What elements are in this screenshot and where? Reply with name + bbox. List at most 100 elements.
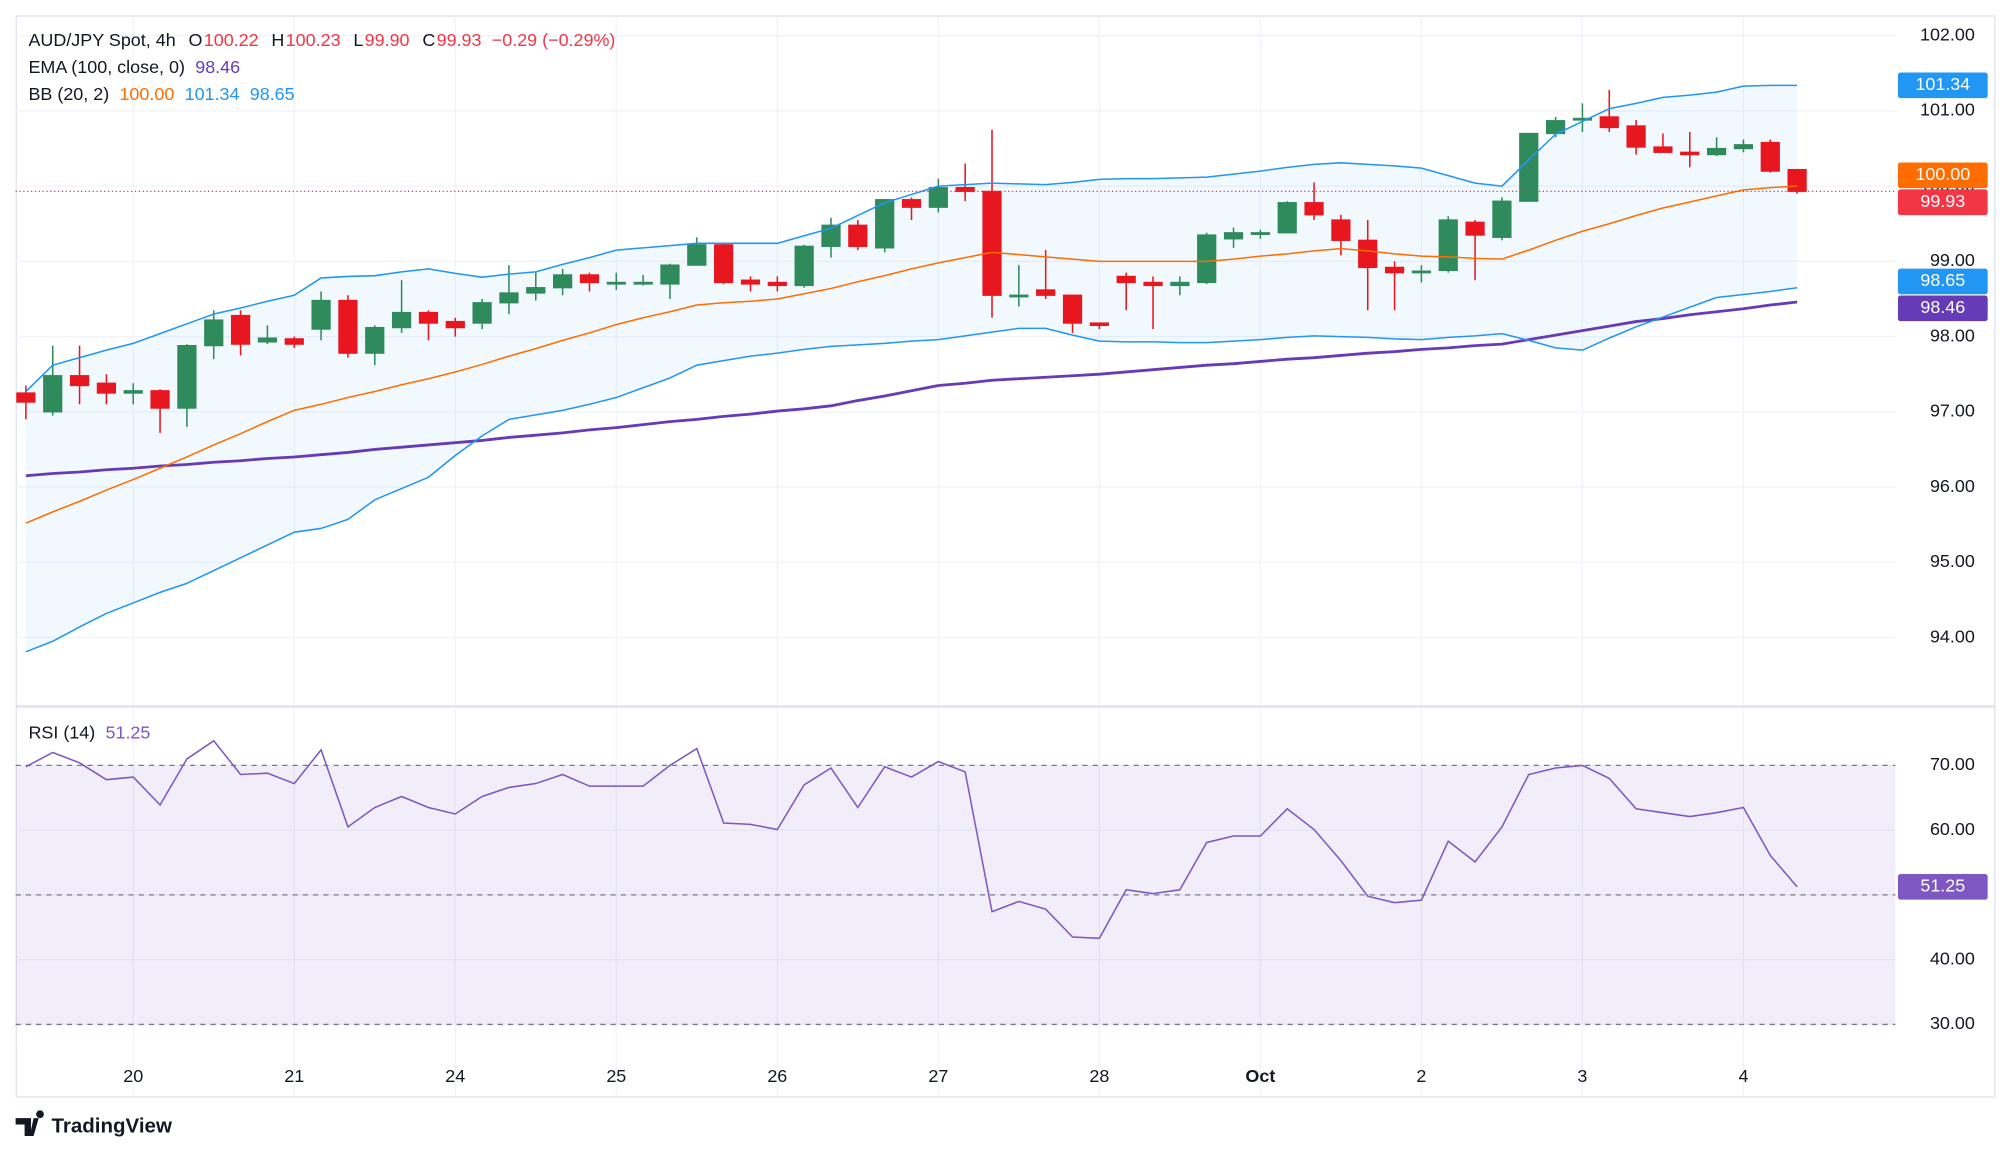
candle-body: [1036, 289, 1056, 296]
y-tick-label: 70.00: [1930, 754, 1975, 774]
candle-body: [204, 319, 224, 347]
price-tag: [1897, 189, 1988, 216]
candle-body: [1680, 151, 1700, 156]
candle-body: [96, 382, 117, 394]
candle-body: [553, 274, 573, 289]
candle-body: [1465, 221, 1485, 236]
y-tick-label: 30.00: [1930, 1013, 1975, 1033]
price-tag: [1897, 162, 1988, 189]
legend-item: 101.34: [185, 84, 240, 104]
candle-body: [1706, 147, 1727, 156]
x-tick-label: Oct: [1245, 1066, 1275, 1086]
candle-body: [43, 375, 63, 413]
candle-body: [928, 187, 948, 208]
legend: RSI (14) 51.25: [28, 722, 150, 742]
indicator-line: [25, 286, 1798, 653]
y-tick-label: 94.00: [1930, 626, 1975, 646]
candle-body: [1331, 219, 1351, 241]
legend-item: 51.25: [106, 722, 151, 742]
candle-body: [177, 344, 197, 409]
candle-body: [1170, 281, 1190, 287]
marks-layer: [16, 89, 1807, 433]
y-tick-label: 101.00: [1920, 100, 1975, 120]
y-tick-label: 95.00: [1930, 551, 1975, 571]
x-tick-label: 28: [1089, 1066, 1109, 1086]
y-tick-label: 99.00: [1930, 250, 1975, 270]
candle-body: [1787, 168, 1807, 193]
y-tick-label: 98.00: [1930, 325, 1975, 345]
candle-body: [1197, 234, 1217, 284]
candle-body: [687, 244, 707, 266]
candle-body: [365, 326, 385, 354]
price-tag: [1897, 295, 1988, 322]
candle-body: [1384, 266, 1405, 274]
x-tick-label: 25: [606, 1066, 626, 1086]
legend-item: L: [353, 30, 363, 50]
x-tick-label: 2: [1416, 1066, 1426, 1086]
candle-body: [714, 244, 734, 284]
price-tag: [1897, 72, 1988, 99]
candle-body: [1411, 270, 1432, 274]
logo-text: TradingView: [52, 1114, 172, 1137]
frame: [15, 15, 1996, 1098]
candle-body: [1304, 202, 1324, 216]
price-tag: [1897, 874, 1988, 900]
candle-body: [955, 187, 975, 193]
candle-body: [338, 299, 358, 354]
candle-body: [311, 299, 331, 330]
candle-body: [767, 281, 787, 287]
candle-body: [1062, 294, 1083, 324]
legend-item: H: [271, 30, 284, 50]
candle-body: [526, 287, 546, 294]
legend-item: AUD/JPY Spot, 4h: [28, 30, 175, 50]
price-tag-label: 51.25: [1920, 876, 1965, 896]
candle-body: [633, 281, 653, 285]
candle-body: [1653, 146, 1673, 153]
price-tag: [1897, 268, 1988, 295]
candle-body: [1438, 219, 1458, 272]
plot: 94.00 95.00 96.00 97.00 98.00 99.00 100.00 101.…: [15, 15, 1988, 1097]
candle-body: [150, 390, 170, 409]
legend-item: C: [422, 30, 435, 50]
candle-body: [1733, 144, 1754, 150]
candle-body: [499, 292, 519, 304]
tags-layer: 98.46 100.00 101.34 98.65 99.93 51.25: [1897, 72, 1988, 900]
x-tick-label: 21: [284, 1066, 304, 1086]
legend-item: 98.46: [195, 57, 240, 77]
legend: BB (20, 2) 100.00 101.34 98.65: [28, 84, 294, 104]
candle-body: [1599, 116, 1619, 129]
candle-body: [445, 320, 465, 329]
x-tick-label: 3: [1577, 1066, 1587, 1086]
y-tick-label: 60.00: [1930, 819, 1975, 839]
candle-body: [1760, 141, 1780, 172]
lines-layer: [15, 84, 1896, 1026]
candle-body: [1519, 132, 1539, 202]
candle-body: [740, 279, 761, 285]
candle-body: [1358, 239, 1378, 269]
price-tag-label: 99.93: [1920, 191, 1965, 211]
candle-body: [875, 199, 895, 249]
logo: TradingView: [15, 1110, 172, 1137]
legend-item: 99.93: [437, 30, 482, 50]
x-tick-label: 4: [1738, 1066, 1748, 1086]
candle-body: [982, 190, 1002, 296]
x-tick-label: 20: [123, 1066, 143, 1086]
candle-body: [284, 338, 304, 345]
candle-body: [1492, 200, 1512, 238]
x-tick-label: 24: [445, 1066, 465, 1086]
price-tag-label: 98.46: [1920, 297, 1965, 317]
candle-body: [794, 245, 814, 287]
legend-item: 100.00: [119, 84, 174, 104]
legend: AUD/JPY Spot, 4h O100.22 H100.23 L99.90 C99.…: [28, 30, 615, 50]
logo-mark: [15, 1110, 44, 1137]
candle-body: [1277, 202, 1297, 234]
y-tick-label: 102.00: [1920, 24, 1975, 44]
x-tick-label: 27: [928, 1066, 948, 1086]
legend-item: O: [189, 30, 203, 50]
legend-layer: AUD/JPY Spot, 4h O100.22 H100.23 L99.90 C99.…: [28, 30, 615, 742]
legend-item: 98.65: [250, 84, 295, 104]
legend: EMA (100, close, 0) 98.46: [28, 57, 240, 77]
